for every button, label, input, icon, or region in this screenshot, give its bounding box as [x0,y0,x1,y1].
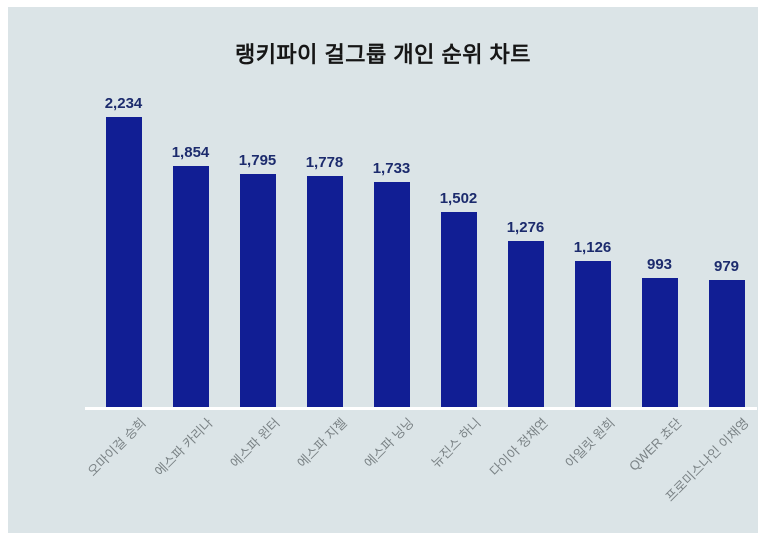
bar-value-label: 979 [713,258,740,275]
bar-value-label: 1,276 [506,219,545,236]
bar-slot: 1,733 [358,160,425,407]
category-label: 프로미스나인 이채영 [661,415,752,505]
bar-slot: 979 [693,258,760,407]
category-label: 뉴진스 하니 [427,415,484,471]
bar-value-label: 993 [646,256,673,273]
category-label: 아일릿 원희 [561,415,618,471]
bar-chart: 2,234 1,854 1,795 1,778 1,733 1,502 1,276 1,126… [90,95,760,407]
bar [306,176,343,407]
bar [172,166,209,407]
bar-slot: 1,795 [224,152,291,407]
chart-card: 랭키파이 걸그룹 개인 순위 차트 2,234 1,854 1,795 1,778 1,… [8,7,758,533]
bar [507,241,544,407]
x-axis-line [85,407,757,410]
bar [239,174,276,407]
bar-value-label: 1,854 [171,144,210,161]
bar-value-label: 1,778 [305,154,344,171]
bar [373,182,410,407]
category-label: 다이아 정채연 [486,415,551,480]
category-label: QWER 쵸단 [625,415,685,474]
bar-slot: 1,276 [492,219,559,407]
bar [574,261,611,407]
category-label: 에스파 닝닝 [360,415,417,471]
bar-slot: 1,778 [291,154,358,407]
bar-slot: 1,126 [559,239,626,407]
bar-slot: 2,234 [90,95,157,407]
bar [708,280,745,407]
bar-slot: 1,502 [425,190,492,407]
bar-value-label: 1,502 [439,190,478,207]
bar-value-label: 1,126 [573,239,612,256]
bar-value-label: 1,795 [238,152,277,169]
bar [105,117,142,407]
bar-slot: 1,854 [157,144,224,407]
category-label: 에스파 지젤 [293,415,350,471]
bar-series: 2,234 1,854 1,795 1,778 1,733 1,502 1,276 1,126… [90,95,760,407]
bar [440,212,477,407]
chart-title: 랭키파이 걸그룹 개인 순위 차트 [234,42,532,67]
bar-value-label: 2,234 [104,95,143,112]
bar [641,278,678,407]
category-label: 에스파 카리나 [151,415,216,480]
bar-slot: 993 [626,256,693,407]
category-label: 오마이걸 승희 [84,415,149,480]
category-label: 에스파 윈터 [226,415,283,471]
bar-value-label: 1,733 [372,160,411,177]
